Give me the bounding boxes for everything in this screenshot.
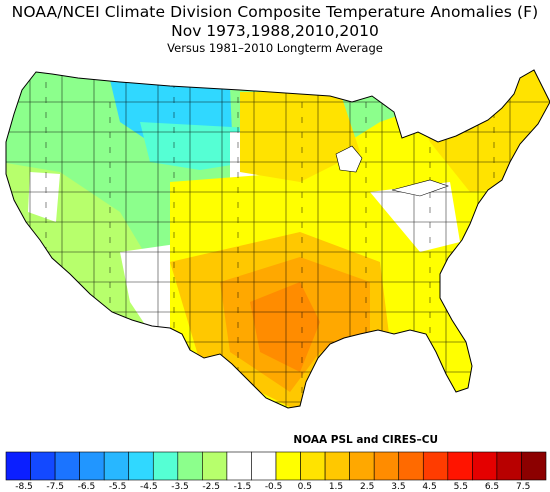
legend-swatch bbox=[202, 451, 228, 481]
legend-swatch bbox=[447, 451, 473, 481]
legend-tick-label: 4.5 bbox=[422, 482, 436, 492]
legend-tick-label: -3.5 bbox=[171, 482, 189, 492]
legend-swatch bbox=[152, 451, 179, 481]
region-upper-midwest bbox=[240, 92, 360, 182]
legend-swatch bbox=[177, 451, 203, 481]
legend-swatch bbox=[373, 451, 400, 481]
legend-tick-label: -1.5 bbox=[234, 482, 252, 492]
legend-swatch bbox=[5, 451, 31, 481]
great-lakes-erie bbox=[391, 179, 449, 197]
legend-swatch bbox=[30, 451, 56, 481]
region-nw-normal bbox=[28, 172, 60, 222]
legend-tick-label: -6.5 bbox=[78, 482, 96, 492]
legend-swatch bbox=[324, 451, 350, 481]
legend-swatch bbox=[521, 451, 547, 481]
legend-swatch bbox=[275, 451, 301, 481]
legend-swatch bbox=[472, 451, 498, 481]
legend-tick-label: -0.5 bbox=[265, 482, 283, 492]
legend-tick-label: -2.5 bbox=[202, 482, 220, 492]
color-legend: -8.5 -7.5 -6.5 -5.5 -4.5 -3.5 -2.5 -1.5 -0.5 0.5 1… bbox=[5, 451, 547, 492]
legend-tick-label: 6.5 bbox=[485, 482, 499, 492]
region-ohio-valley-normal bbox=[370, 182, 460, 252]
region-texas-core bbox=[250, 282, 320, 372]
legend-tick-label: -7.5 bbox=[46, 482, 64, 492]
legend-tick-label: -5.5 bbox=[109, 482, 127, 492]
legend-swatch bbox=[54, 451, 80, 481]
legend-tick-label: 3.5 bbox=[391, 482, 405, 492]
legend-swatch bbox=[226, 451, 252, 481]
legend-tick-label: -4.5 bbox=[140, 482, 158, 492]
division-boundaries bbox=[6, 70, 550, 408]
legend-tick-label: 2.5 bbox=[360, 482, 374, 492]
legend-swatch bbox=[128, 451, 154, 481]
credit-label: NOAA PSL and CIRES–CU bbox=[293, 434, 438, 446]
legend-swatch bbox=[349, 451, 375, 481]
map-subtitle-baseline: Versus 1981–2010 Longterm Average bbox=[167, 41, 383, 55]
legend-swatch bbox=[103, 451, 130, 481]
legend-swatch bbox=[398, 451, 424, 481]
legend-tick-label: 1.5 bbox=[329, 482, 343, 492]
map-title: NOAA/NCEI Climate Division Composite Tem… bbox=[11, 3, 539, 21]
legend-swatch bbox=[422, 451, 449, 481]
great-lakes-michigan bbox=[335, 145, 363, 173]
legend-tick-label: 7.5 bbox=[516, 482, 530, 492]
legend-swatch bbox=[496, 451, 522, 481]
legend-swatch bbox=[79, 451, 105, 481]
legend-tick-label: 0.5 bbox=[298, 482, 312, 492]
legend-swatch bbox=[251, 451, 277, 481]
us-anomaly-map bbox=[5, 69, 550, 409]
legend-swatch bbox=[300, 451, 326, 481]
region-wyoming-cool bbox=[140, 122, 250, 170]
legend-tick-label: 5.5 bbox=[454, 482, 468, 492]
legend-tick-label: -8.5 bbox=[15, 482, 33, 492]
us-outline bbox=[5, 69, 550, 409]
map-subtitle-years: Nov 1973,1988,2010,2010 bbox=[171, 22, 379, 40]
